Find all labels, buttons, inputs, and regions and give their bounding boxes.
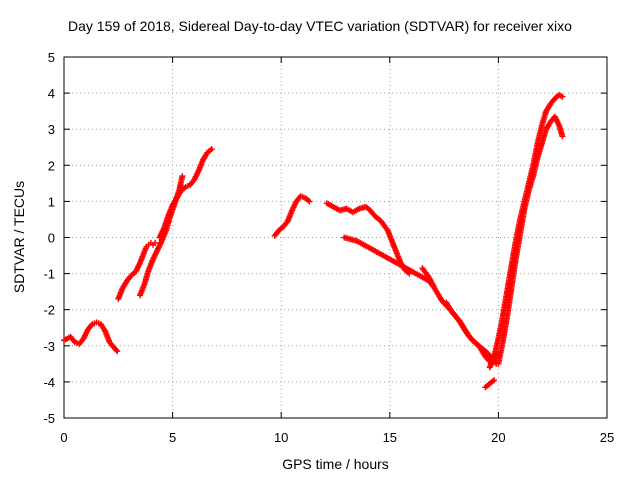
y-tick-label: 5 — [48, 50, 55, 65]
series-arc-10 — [482, 377, 498, 391]
axis-ticks: 0 5 10 15 20 25 -5 -4 -3 -2 -1 0 1 2 3 4 5 — [43, 50, 614, 445]
series-arc-8 — [419, 265, 500, 367]
series-arc-7 — [341, 234, 437, 290]
grid-lines — [64, 57, 607, 418]
y-tick-label: -5 — [43, 411, 55, 426]
y-tick-label: 0 — [48, 231, 55, 246]
y-tick-label: 1 — [48, 194, 55, 209]
y-tick-label: 3 — [48, 122, 55, 137]
series-arc-1 — [61, 319, 121, 355]
data-point — [179, 173, 186, 180]
x-axis-label: GPS time / hours — [282, 456, 389, 472]
data-point — [113, 347, 120, 354]
data-point — [559, 93, 566, 100]
x-tick-label: 0 — [60, 430, 67, 445]
plot-frame — [63, 56, 608, 419]
data-point — [152, 239, 159, 246]
series-arc-2 — [115, 239, 159, 302]
x-tick-label: 5 — [169, 430, 176, 445]
y-tick-label: -3 — [43, 339, 55, 354]
data-points — [61, 91, 566, 391]
y-tick-label: -4 — [43, 375, 55, 390]
y-tick-label: -2 — [43, 303, 55, 318]
series-arc-4 — [156, 146, 215, 241]
series-arc-5 — [271, 192, 313, 239]
data-point — [306, 198, 313, 205]
chart-title: Day 159 of 2018, Sidereal Day-to-day VTE… — [68, 18, 572, 34]
data-point — [491, 377, 498, 384]
y-tick-label: 2 — [48, 158, 55, 173]
data-point — [114, 348, 121, 355]
x-tick-label: 10 — [274, 430, 288, 445]
y-axis-label: SDTVAR / TECUs — [11, 180, 27, 294]
data-point — [208, 146, 215, 153]
data-point — [559, 133, 566, 140]
series-arc-12 — [495, 113, 566, 367]
x-tick-label: 20 — [491, 430, 505, 445]
x-tick-label: 25 — [600, 430, 614, 445]
y-tick-label: 4 — [48, 86, 55, 101]
y-tick-label: -1 — [43, 267, 55, 282]
x-tick-label: 15 — [383, 430, 397, 445]
